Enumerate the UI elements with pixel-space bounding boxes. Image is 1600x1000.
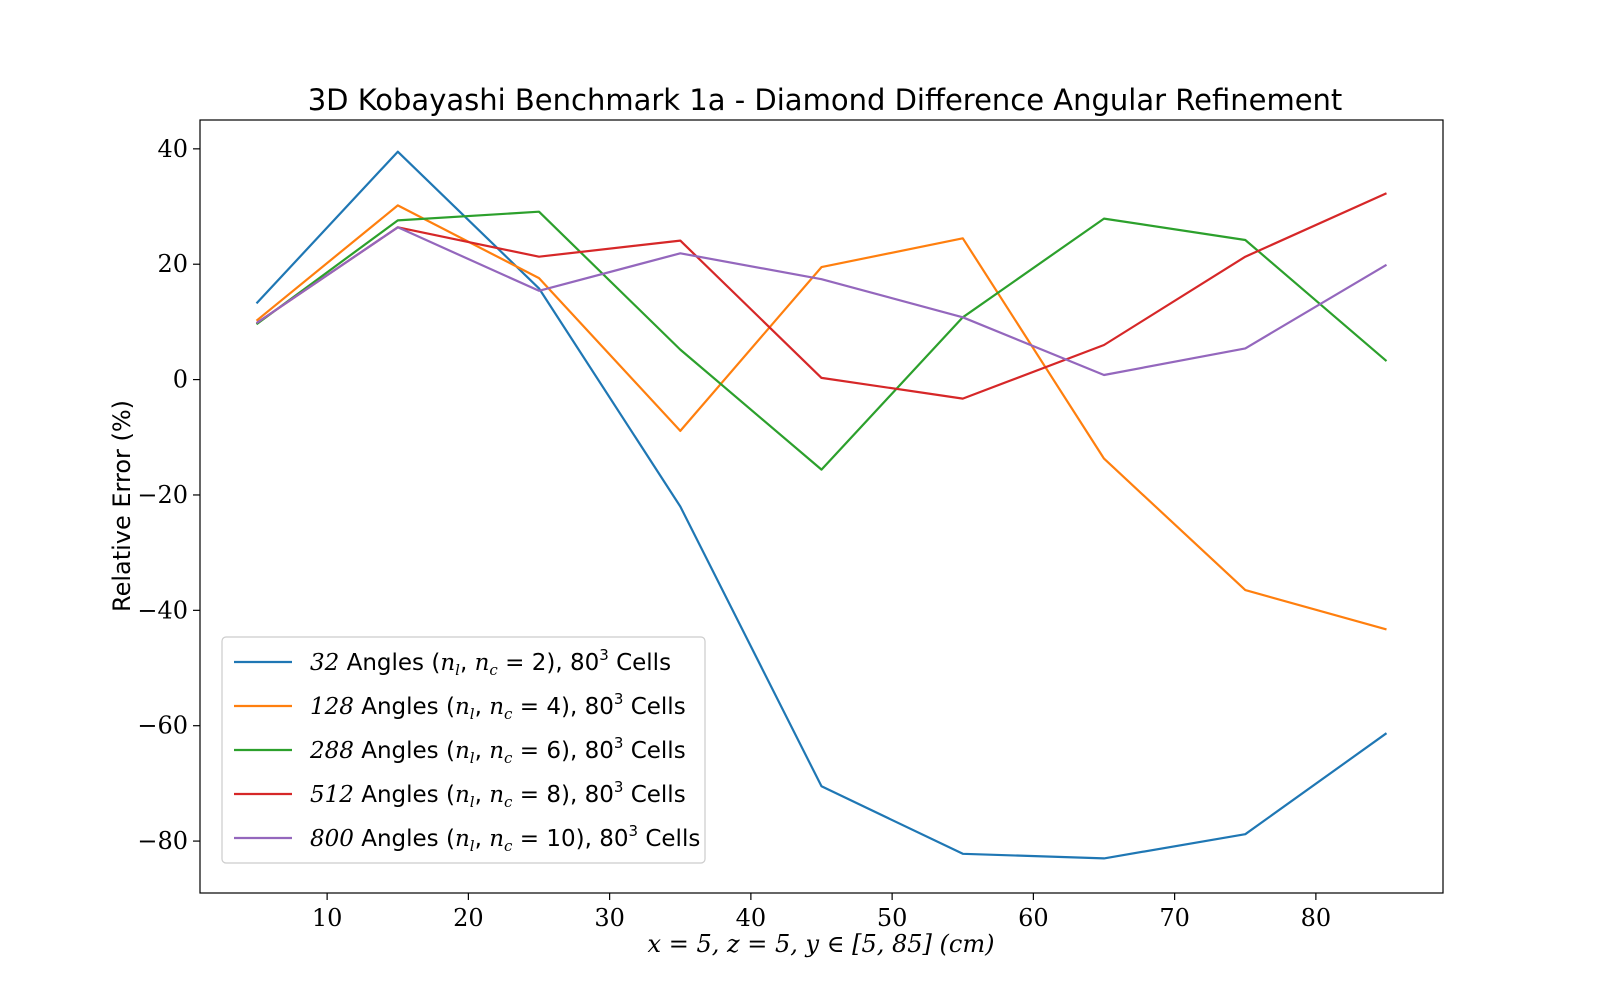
axis-ticks: 10 20 30 40 50 60 70 80 40 20 0 −20 −40 −60 −80	[137, 135, 1331, 932]
series-line-5	[255, 226, 1388, 377]
legend-entry: 288 Angles (nl, nc = 6), 803 Cells	[309, 734, 686, 767]
x-tick-label: 80	[1301, 904, 1332, 932]
series-line-2	[255, 204, 1387, 631]
y-tick-label: 20	[157, 250, 188, 278]
x-tick-label: 40	[736, 904, 767, 932]
y-tick-label: 40	[157, 135, 188, 163]
series-line-1	[255, 150, 1388, 860]
legend-entry: 800 Angles (nl, nc = 10), 803 Cells	[310, 822, 700, 855]
legend-entry: 512 Angles (nl, nc = 8), 803 Cells	[310, 778, 686, 811]
series-line-4	[255, 192, 1387, 400]
x-tick-label: 30	[594, 904, 625, 932]
y-axis-label: Relative Error (%)	[108, 400, 136, 612]
y-tick-label: −60	[137, 712, 188, 740]
legend-entry: 32 Angles (nl, nc = 2), 803 Cells	[310, 646, 671, 679]
x-tick-label: 10	[312, 904, 343, 932]
x-axis-label: x = 5, z = 5, y ∈ [5, 85] (cm)	[648, 930, 995, 958]
x-tick-label: 50	[877, 904, 908, 932]
legend-entry: 128 Angles (nl, nc = 4), 803 Cells	[310, 690, 686, 723]
x-tick-label: 60	[1018, 904, 1049, 932]
plot-frame	[199, 119, 1444, 894]
y-tick-label: 0	[173, 366, 188, 394]
legend: 32 Angles (nl, nc = 2), 803 Cells 128 Ang…	[221, 636, 706, 864]
y-tick-label: −40	[137, 596, 188, 624]
series-line-3	[255, 210, 1388, 471]
series-lines	[255, 150, 1388, 860]
y-tick-label: −80	[137, 827, 188, 855]
x-tick-label: 20	[453, 904, 484, 932]
y-tick-label: −20	[137, 481, 188, 509]
legend-box	[221, 636, 706, 864]
chart-title: 3D Kobayashi Benchmark 1a - Diamond Diff…	[308, 83, 1343, 117]
x-tick-label: 70	[1159, 904, 1190, 932]
